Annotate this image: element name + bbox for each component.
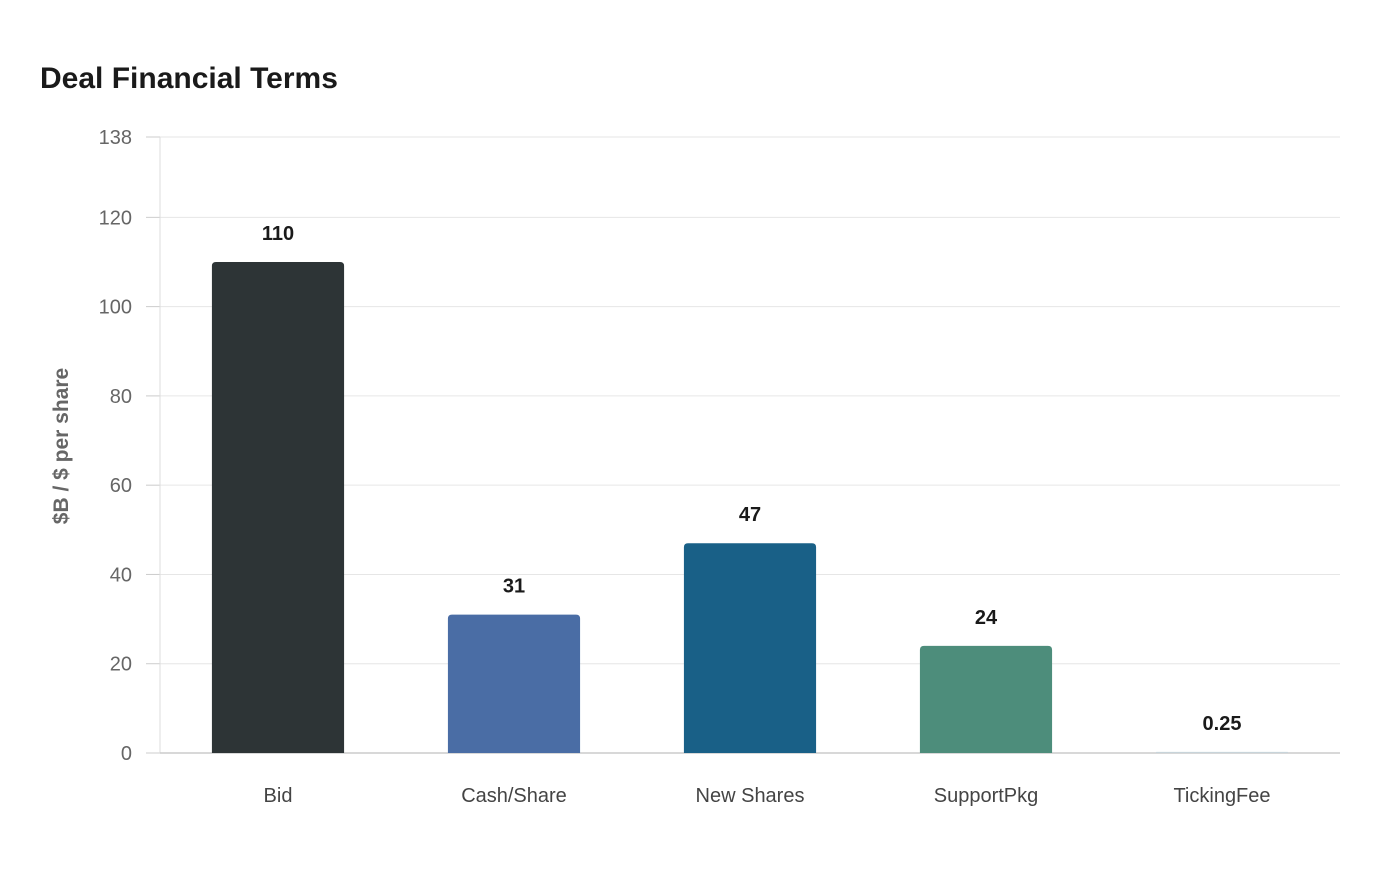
x-tick-label: Bid: [264, 785, 293, 807]
x-tick-label: Cash/Share: [461, 785, 567, 807]
data-label: 31: [503, 576, 525, 598]
bar-supportpkg: [919, 645, 1053, 753]
y-tick-label: 80: [110, 386, 132, 408]
bar-new-shares: [683, 543, 817, 753]
y-tick-label: 138: [99, 127, 132, 149]
chart-title: Deal Financial Terms: [40, 62, 338, 95]
axes: 0 20 40 60 80 100 120 138: [99, 127, 1340, 765]
data-label: 0.25: [1203, 713, 1242, 735]
bars: [211, 261, 1289, 753]
bar-cash-share: [447, 614, 581, 753]
y-tick-label: 20: [110, 654, 132, 676]
y-tick-label: 0: [121, 743, 132, 765]
bar-tickingfee: [1155, 751, 1289, 753]
y-tick-label: 100: [99, 297, 132, 319]
y-tick-label: 120: [99, 207, 132, 229]
data-label: 110: [262, 223, 294, 245]
labels: 110 Bid 31 Cash/Share 47 New Shares 24 SupportP…: [262, 223, 1271, 807]
y-tick-label: 40: [110, 564, 132, 586]
data-label: 47: [739, 504, 761, 526]
x-tick-label: TickingFee: [1173, 785, 1270, 807]
y-tick-label: 60: [110, 475, 132, 497]
data-label: 24: [975, 607, 998, 629]
bar-bid: [211, 261, 345, 753]
x-tick-label: SupportPkg: [934, 785, 1039, 807]
x-tick-label: New Shares: [696, 785, 805, 807]
